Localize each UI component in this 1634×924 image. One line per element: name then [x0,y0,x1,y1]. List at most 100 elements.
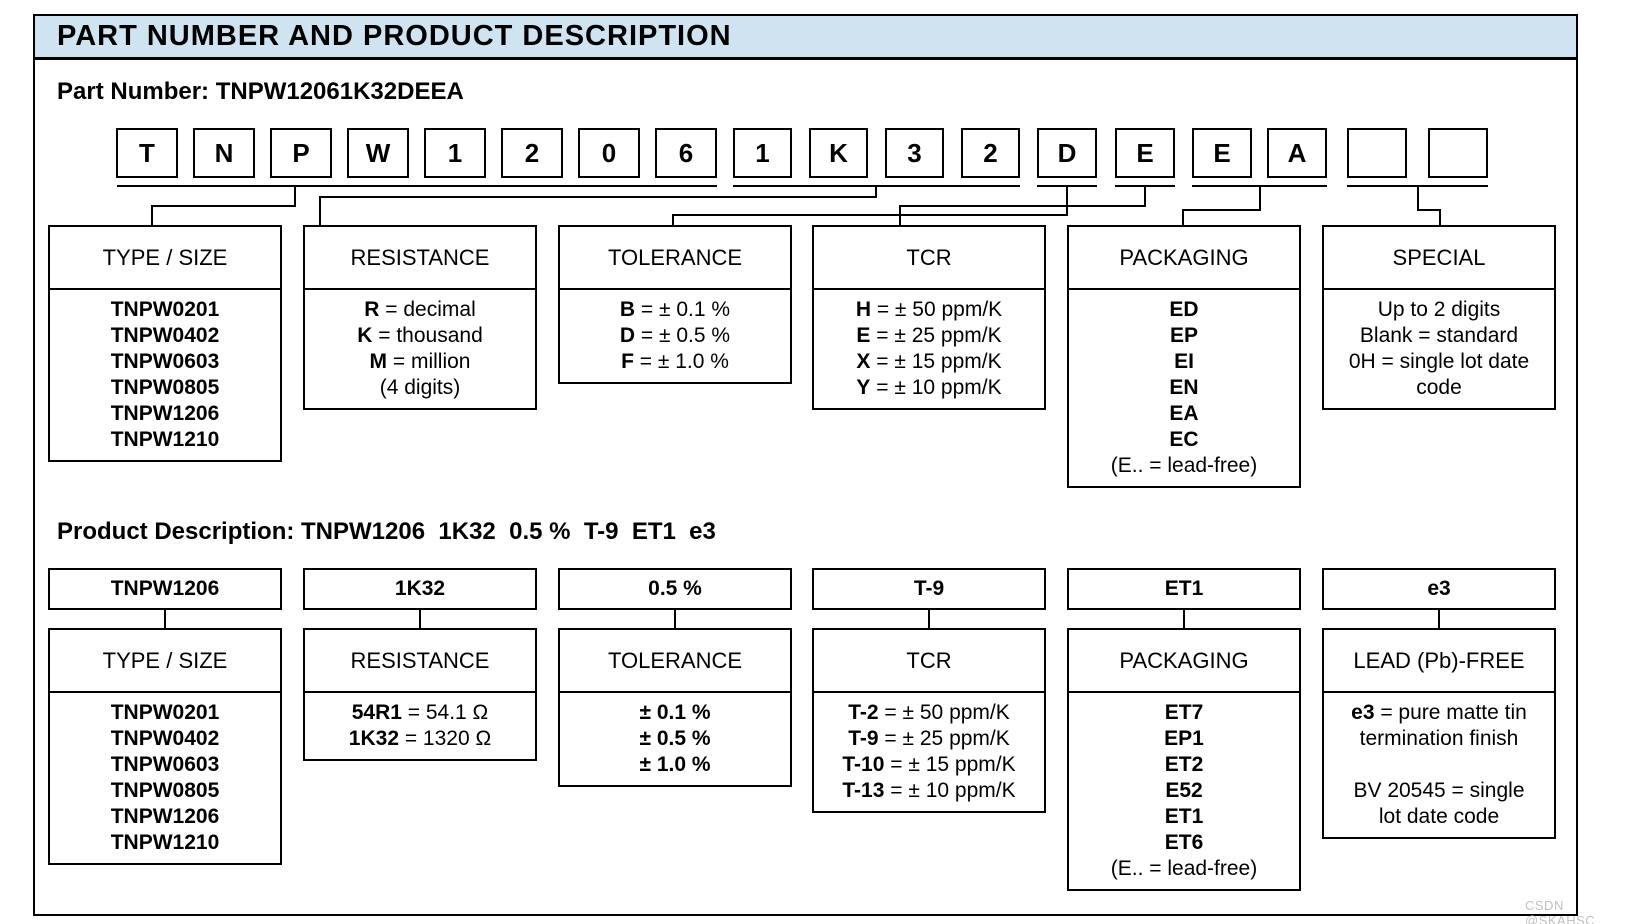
column-type-size: TYPE / SIZE TNPW0201 TNPW0402 TNPW0603 TNPW… [48,225,282,462]
spec-line: TNPW0402 [110,324,220,347]
spec-line: TNPW0603 [110,350,220,373]
spec-line: E52 [1165,779,1203,802]
spec-line: (4 digits) [379,376,461,399]
column-header: TOLERANCE [560,630,790,693]
spec-line: TNPW0805 [110,779,220,802]
column-body: ET7 EP1 ET2 E52 ET1 ET6 (E.. = lead-free) [1069,693,1299,889]
spec-line: EC [1169,428,1199,451]
part-char-box: E [1115,128,1175,178]
page-title: PART NUMBER AND PRODUCT DESCRIPTION [57,20,732,52]
spec-line: ED [1169,298,1199,321]
column-resistance-bottom: RESISTANCE 54R1 = 54.1 Ω 1K32 = 1320 Ω [303,628,537,761]
part-char-box: 6 [655,128,717,178]
column-tcr-bottom: TCR T-2 = ± 50 ppm/K T-9 = ± 25 ppm/K T-10… [812,628,1046,813]
spec-line: TNPW0805 [110,376,220,399]
part-char-box: T [116,128,178,178]
spec-line: ET7 [1164,701,1204,724]
spec-line: code [1416,376,1462,399]
spec-line: TNPW1206 [110,402,220,425]
spec-line: 0H = single lot date [1348,350,1530,373]
column-tcr: TCR H = ± 50 ppm/K E = ± 25 ppm/K X = ± 15… [812,225,1046,410]
value-box-type-size: TNPW1206 [48,568,282,610]
column-body: T-2 = ± 50 ppm/K T-9 = ± 25 ppm/K T-10 = ±… [814,693,1044,811]
part-char-box: W [347,128,409,178]
column-header: TYPE / SIZE [50,630,280,693]
spec-line: (E.. = lead-free) [1110,454,1258,477]
spec-line: TNPW0201 [110,701,220,724]
spec-line: 1K32 = 1320 Ω [348,727,492,750]
spec-line: ET2 [1164,753,1204,776]
spec-line: ± 0.5 % [639,727,711,750]
spec-line: BV 20545 = single [1353,779,1525,802]
spec-line: H = ± 50 ppm/K [855,298,1003,321]
spec-line: T-2 = ± 50 ppm/K [848,701,1010,724]
part-char-box: 3 [885,128,944,178]
value-box-lead-free: e3 [1322,568,1556,610]
value-box-tolerance: 0.5 % [558,568,792,610]
spec-line: R = decimal [364,298,476,321]
spec-line: lot date code [1378,805,1500,828]
spec-line: ET6 [1164,831,1204,854]
column-body: e3 = pure matte tin termination finish BV … [1324,693,1554,837]
part-char-box: 1 [733,128,792,178]
column-body: TNPW0201 TNPW0402 TNPW0603 TNPW0805 TNPW1206… [50,693,280,863]
spec-line: TNPW0402 [110,727,220,750]
column-body: 54R1 = 54.1 Ω 1K32 = 1320 Ω [305,693,535,759]
spec-line: EP1 [1164,727,1204,750]
part-char-box: P [270,128,332,178]
spec-line: K = thousand [357,324,483,347]
column-header: PACKAGING [1069,630,1299,693]
spec-line: T-13 = ± 10 ppm/K [842,779,1016,802]
value-box-tcr: T-9 [812,568,1046,610]
column-header: RESISTANCE [305,630,535,693]
spec-line: B = ± 0.1 % [619,298,731,321]
column-header: TOLERANCE [560,227,790,290]
spec-line: F = ± 1.0 % [621,350,729,373]
part-char-box [1428,128,1488,178]
spec-line: EA [1169,402,1199,425]
column-body: H = ± 50 ppm/K E = ± 25 ppm/K X = ± 15 ppm… [814,290,1044,408]
part-char-box: 0 [578,128,640,178]
column-tolerance-bottom: TOLERANCE ± 0.1 % ± 0.5 % ± 1.0 % [558,628,792,787]
column-body: ED EP EI EN EA EC (E.. = lead-free) [1069,290,1299,486]
part-char-box: N [193,128,255,178]
spec-line: EN [1169,376,1199,399]
column-special: SPECIAL Up to 2 digits Blank = standard 0H… [1322,225,1556,410]
spec-line: Blank = standard [1359,324,1519,347]
spec-line: EI [1174,350,1194,373]
column-body: B = ± 0.1 % D = ± 0.5 % F = ± 1.0 % [560,290,790,382]
spec-line [1328,752,1550,778]
spec-line: D = ± 0.5 % [619,324,731,347]
part-char-box: E [1192,128,1252,178]
part-char-box: 2 [961,128,1020,178]
spec-line: TNPW0603 [110,753,220,776]
spec-line: termination finish [1359,727,1519,750]
part-number-label: Part Number: TNPW12061K32DEEA [57,78,464,105]
column-type-size-bottom: TYPE / SIZE TNPW0201 TNPW0402 TNPW0603 TNPW… [48,628,282,865]
column-body: R = decimal K = thousand M = million (4 dig… [305,290,535,408]
watermark: CSDN @SKAHSC [1525,898,1596,924]
part-char-box: 2 [501,128,563,178]
part-char-box: D [1037,128,1097,178]
part-char-box [1347,128,1407,178]
spec-line: T-10 = ± 15 ppm/K [842,753,1016,776]
spec-line: E = ± 25 ppm/K [856,324,1002,347]
spec-line: ± 1.0 % [639,753,711,776]
column-packaging-bottom: PACKAGING ET7 EP1 ET2 E52 ET1 ET6 (E.. = lead-… [1067,628,1301,891]
spec-line: X = ± 15 ppm/K [856,350,1002,373]
spec-line: TNPW1210 [110,428,220,451]
column-body: ± 0.1 % ± 0.5 % ± 1.0 % [560,693,790,785]
spec-line: Up to 2 digits [1377,298,1501,321]
column-header: TCR [814,630,1044,693]
column-header: LEAD (Pb)-FREE [1324,630,1554,693]
spec-line: ET1 [1164,805,1204,828]
spec-line: Y = ± 10 ppm/K [856,376,1002,399]
column-body: Up to 2 digits Blank = standard 0H = singl… [1324,290,1554,408]
part-char-box: A [1267,128,1327,178]
column-header: RESISTANCE [305,227,535,290]
column-body: TNPW0201 TNPW0402 TNPW0603 TNPW0805 TNPW1206… [50,290,280,460]
spec-line: TNPW1206 [110,805,220,828]
part-char-box: K [809,128,868,178]
column-lead-free-bottom: LEAD (Pb)-FREE e3 = pure matte tin termin… [1322,628,1556,839]
